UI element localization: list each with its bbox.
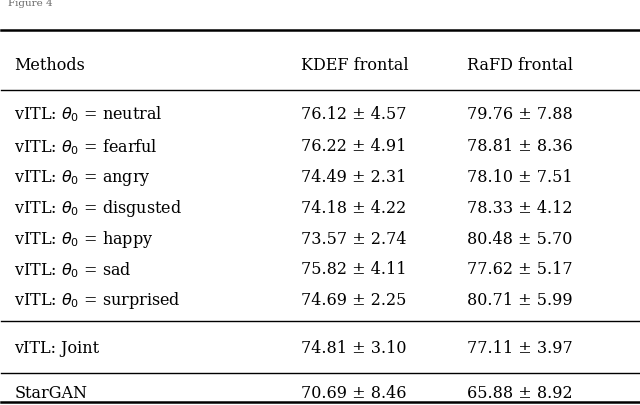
Text: 80.48 ± 5.70: 80.48 ± 5.70 <box>467 230 572 247</box>
Text: StarGAN: StarGAN <box>14 384 87 401</box>
Text: 76.12 ± 4.57: 76.12 ± 4.57 <box>301 105 406 122</box>
Text: 74.49 ± 2.31: 74.49 ± 2.31 <box>301 168 406 185</box>
Text: vITL: $\theta_0$ = happy: vITL: $\theta_0$ = happy <box>14 228 154 249</box>
Text: 75.82 ± 4.11: 75.82 ± 4.11 <box>301 261 406 278</box>
Text: vITL: $\theta_0$ = surprised: vITL: $\theta_0$ = surprised <box>14 290 181 311</box>
Text: Figure 4: Figure 4 <box>8 0 52 8</box>
Text: 78.33 ± 4.12: 78.33 ± 4.12 <box>467 199 572 216</box>
Text: 74.18 ± 4.22: 74.18 ± 4.22 <box>301 199 406 216</box>
Text: vITL: $\theta_0$ = disgusted: vITL: $\theta_0$ = disgusted <box>14 197 182 218</box>
Text: RaFD frontal: RaFD frontal <box>467 57 573 74</box>
Text: Methods: Methods <box>14 57 85 74</box>
Text: 73.57 ± 2.74: 73.57 ± 2.74 <box>301 230 406 247</box>
Text: vITL: $\theta_0$ = sad: vITL: $\theta_0$ = sad <box>14 260 132 279</box>
Text: vITL: Joint: vITL: Joint <box>14 339 99 356</box>
Text: 70.69 ± 8.46: 70.69 ± 8.46 <box>301 384 406 401</box>
Text: 74.81 ± 3.10: 74.81 ± 3.10 <box>301 339 406 356</box>
Text: 78.81 ± 8.36: 78.81 ± 8.36 <box>467 138 572 155</box>
Text: vITL: $\theta_0$ = fearful: vITL: $\theta_0$ = fearful <box>14 136 158 156</box>
Text: vITL: $\theta_0$ = neutral: vITL: $\theta_0$ = neutral <box>14 104 163 124</box>
Text: 77.11 ± 3.97: 77.11 ± 3.97 <box>467 339 572 356</box>
Text: 78.10 ± 7.51: 78.10 ± 7.51 <box>467 168 572 185</box>
Text: 80.71 ± 5.99: 80.71 ± 5.99 <box>467 292 572 309</box>
Text: 76.22 ± 4.91: 76.22 ± 4.91 <box>301 138 406 155</box>
Text: KDEF frontal: KDEF frontal <box>301 57 408 74</box>
Text: 65.88 ± 8.92: 65.88 ± 8.92 <box>467 384 572 401</box>
Text: 74.69 ± 2.25: 74.69 ± 2.25 <box>301 292 406 309</box>
Text: 77.62 ± 5.17: 77.62 ± 5.17 <box>467 261 572 278</box>
Text: vITL: $\theta_0$ = angry: vITL: $\theta_0$ = angry <box>14 167 151 187</box>
Text: 79.76 ± 7.88: 79.76 ± 7.88 <box>467 105 572 122</box>
